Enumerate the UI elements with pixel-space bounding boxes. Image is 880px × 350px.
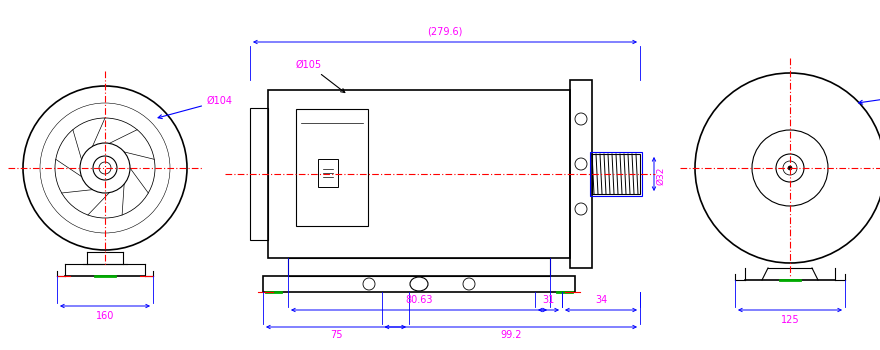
Text: 160: 160 [96,311,114,321]
Bar [250,108,268,240]
Text: 125: 125 [781,315,799,325]
Text: Ø105: Ø105 [296,60,345,92]
Text: 99.2: 99.2 [500,330,522,340]
Text: 31: 31 [542,295,554,305]
Circle shape [788,166,792,170]
Text: 80.63: 80.63 [406,295,433,305]
Bar [592,154,640,194]
Text: 34: 34 [595,295,607,305]
Bar [590,152,642,196]
Text: 75: 75 [330,330,342,340]
Text: Ø104: Ø104 [158,96,233,119]
Text: Ø32: Ø32 [656,167,665,185]
Bar [288,258,550,276]
Text: (279.6): (279.6) [428,27,463,37]
Bar [319,159,339,187]
Bar [296,109,368,226]
Bar [263,276,575,292]
Text: Ø140: Ø140 [859,90,880,104]
Bar [268,90,570,258]
Bar [570,80,592,268]
